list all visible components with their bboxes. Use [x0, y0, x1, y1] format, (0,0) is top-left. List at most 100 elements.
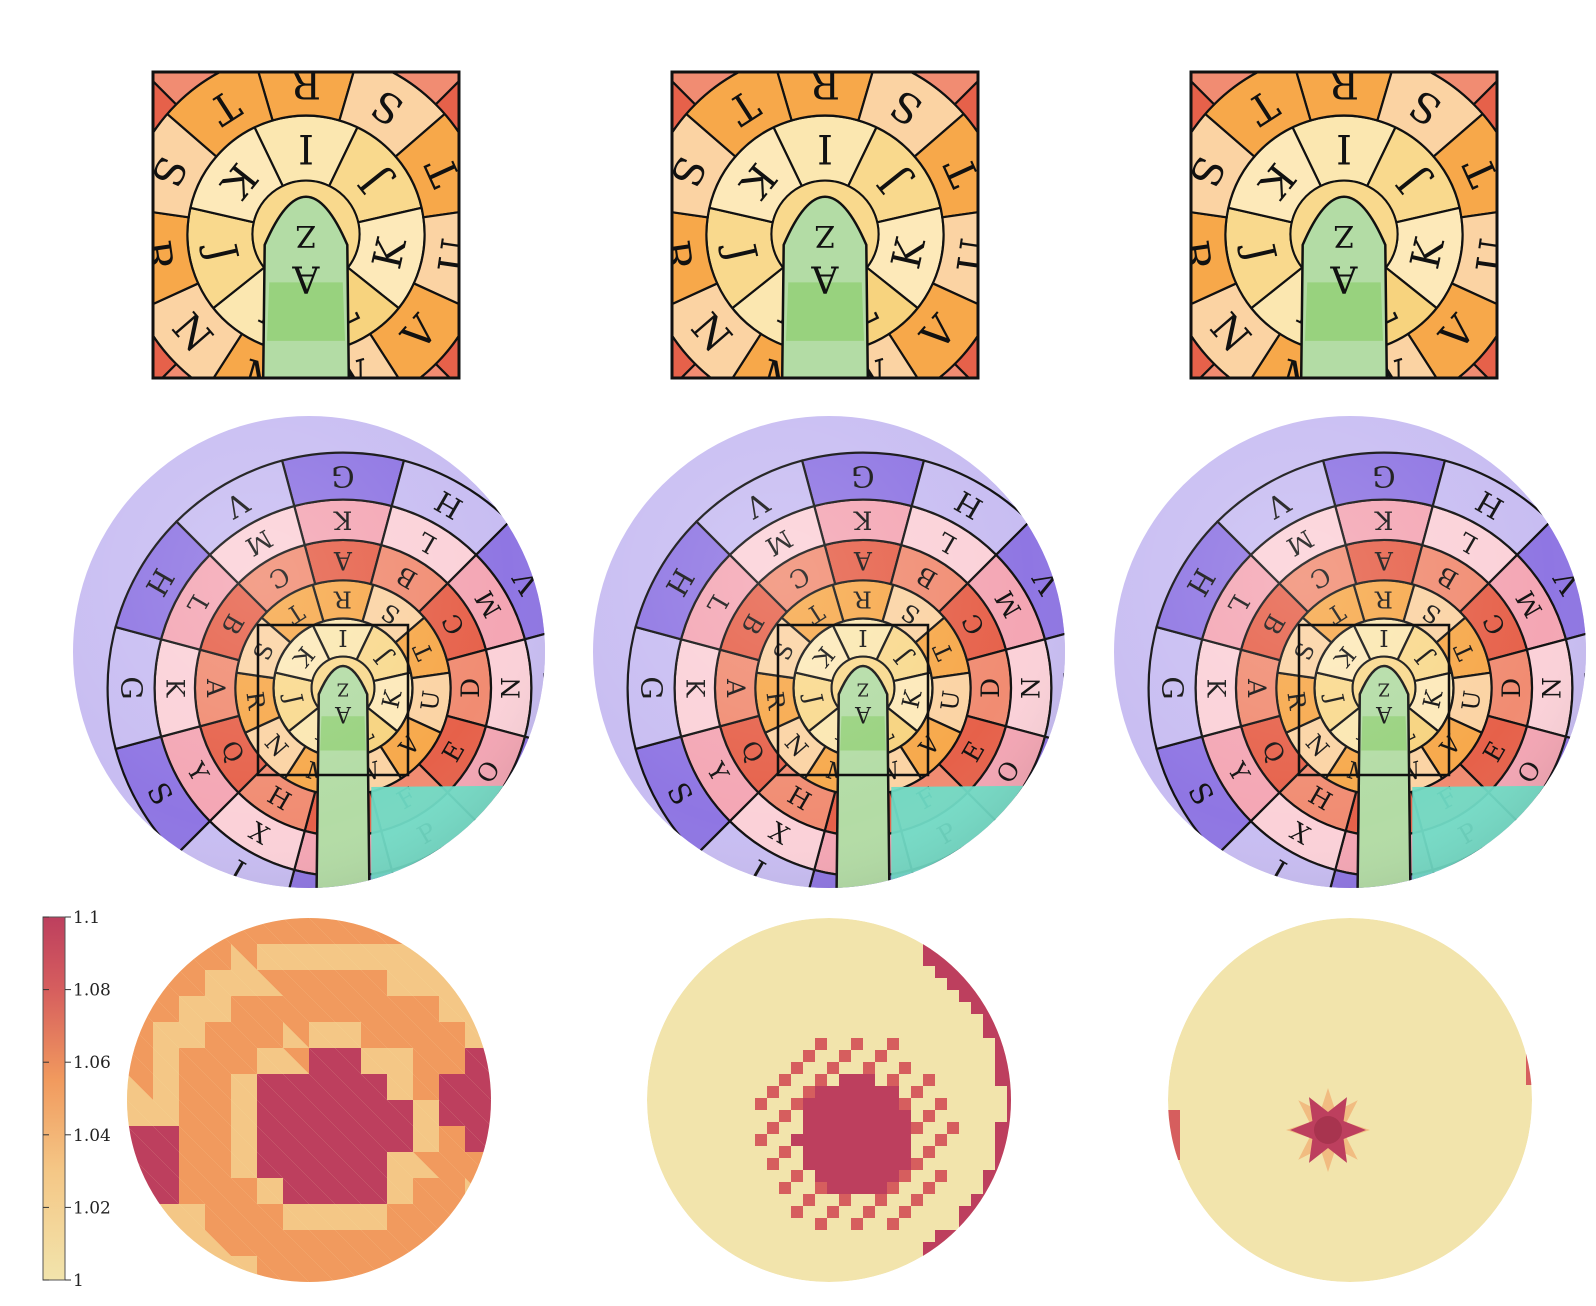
- heat-cell: [899, 1158, 911, 1170]
- heat-cell: [767, 1122, 779, 1134]
- zoom-region-box[interactable]: [776, 623, 930, 777]
- heat-cell: [983, 918, 995, 930]
- heat-facet: [283, 1152, 309, 1178]
- heat-cell: [863, 1074, 875, 1086]
- heat-facet: [439, 918, 465, 944]
- heat-cell: [839, 1182, 851, 1194]
- heat-cell: [1007, 1134, 1011, 1146]
- heat-cell: [863, 1086, 875, 1098]
- heat-facet: [439, 1126, 465, 1152]
- texture-letter: K: [513, 218, 563, 251]
- texture-letter: A: [582, 218, 632, 251]
- heat-facet: [309, 1048, 335, 1074]
- heat-facet: [387, 1152, 413, 1178]
- heat-cell: [983, 966, 995, 978]
- texture-letter: H: [476, 20, 548, 87]
- texture-letter: R: [1327, 60, 1359, 107]
- heat-cell: [995, 1014, 1007, 1026]
- texture-letter: C: [465, 98, 525, 151]
- heat-cell: [923, 1074, 935, 1086]
- zoom-panel-frame: [670, 70, 980, 380]
- texture-cell: [504, 151, 581, 317]
- heat-cell: [1007, 1218, 1011, 1230]
- heat-cell: [995, 942, 1007, 954]
- heat-facet: [257, 1178, 283, 1204]
- texture-cell: [485, 7, 617, 169]
- heat-cell: [1007, 1278, 1011, 1282]
- texture-cell: [389, 72, 459, 106]
- texture-letter: A: [1101, 218, 1151, 251]
- heat-facet: [257, 1204, 283, 1230]
- heat-cell: [815, 1122, 827, 1134]
- heat-cell: [815, 1074, 827, 1086]
- heat-facet: [257, 1100, 283, 1126]
- texture-cell: [418, 362, 452, 378]
- zoom-region-box[interactable]: [256, 623, 410, 777]
- heat-cell: [887, 1122, 899, 1134]
- heat-cell: [791, 1134, 803, 1146]
- heat-facet: [283, 1074, 309, 1100]
- heat-cell: [1007, 1170, 1011, 1182]
- heat-cell: [935, 930, 947, 942]
- heat-cell: [947, 966, 959, 978]
- texture-letter: D: [1018, 217, 1068, 251]
- texture-letter: M: [650, 0, 713, 18]
- zoom-region-box[interactable]: [1297, 623, 1451, 777]
- heat-cell: [827, 1110, 839, 1122]
- heat-facet: [361, 970, 387, 996]
- heat-facet: [413, 1100, 439, 1126]
- heat-facet: [361, 1178, 387, 1204]
- heat-cell: [803, 1122, 815, 1134]
- heat-cell: [779, 1110, 791, 1122]
- heat-cell: [959, 930, 971, 942]
- heat-facet: [153, 1256, 179, 1282]
- heat-facet: [205, 1204, 231, 1230]
- heat-facet: [309, 996, 335, 1022]
- texture-cell: [1060, 0, 1261, 7]
- heat-facet: [335, 1178, 361, 1204]
- heat-cell: [971, 918, 983, 930]
- heat-facet: [387, 944, 413, 970]
- heat-cell: [947, 942, 959, 954]
- zoom-2-texture: IJKLIJKRSTUVWMNRSTABCDEFGHQABCKLMNOPQXYK…: [1060, 0, 1596, 378]
- zoom-panel-medium: IJKLIJKRSTUVWMNRSTABCDEFGHQABCKLMNOPQXYK…: [476, 0, 1068, 380]
- heat-cell: [995, 990, 1007, 1002]
- heat-facet: [387, 970, 413, 996]
- heat-cell: [827, 1134, 839, 1146]
- heat-cell: [947, 930, 959, 942]
- heat-cell: [851, 1182, 863, 1194]
- heat-cell: [947, 954, 959, 966]
- heat-cell: [947, 1122, 959, 1134]
- heat-cell: [887, 1182, 899, 1194]
- heat-facet: [413, 970, 439, 996]
- texture-letter: V: [584, 23, 653, 85]
- texture-letter: E: [984, 317, 1043, 369]
- texture-letter: C: [170, 15, 223, 75]
- texture-cell: [0, 151, 62, 317]
- texture-letter: M: [522, 59, 587, 122]
- heat-facet: [413, 1256, 439, 1282]
- heat-cell: [851, 1218, 863, 1230]
- heat-facet: [465, 944, 491, 970]
- texture-cell: [573, 169, 648, 300]
- heat-facet: [205, 1178, 231, 1204]
- heat-facet: [387, 1230, 413, 1256]
- heat-cell: [923, 1278, 935, 1282]
- colorbar-tick-label: 1: [73, 1271, 84, 1291]
- heat-facet: [127, 970, 153, 996]
- texture-cell: [1295, 72, 1393, 122]
- texture-cell: [1588, 151, 1596, 317]
- heat-facet: [205, 1152, 231, 1178]
- heat-facet: [387, 1256, 413, 1282]
- heat-facet: [153, 996, 179, 1022]
- heat-cell: [899, 1110, 911, 1122]
- heat-cell: [935, 1230, 947, 1242]
- seam-letter: A: [811, 257, 840, 301]
- heat-cell: [827, 1086, 839, 1098]
- texture-cell: [79, 0, 241, 56]
- heat-facet: [387, 1074, 413, 1100]
- heat-facet: [335, 1048, 361, 1074]
- heat-cell: [983, 1230, 995, 1242]
- heat-facet: [153, 1152, 179, 1178]
- texture-letter: B: [88, 99, 147, 151]
